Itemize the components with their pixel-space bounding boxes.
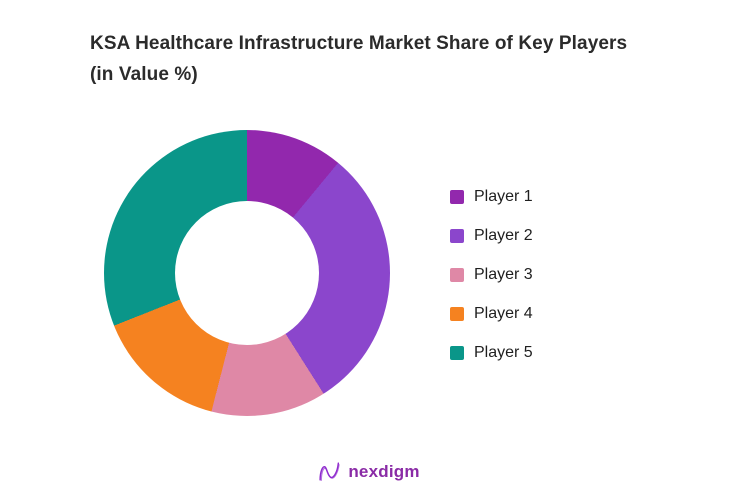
- donut-hole: [175, 201, 319, 345]
- brand-footer: nexdigm: [0, 459, 737, 484]
- legend-item-player-4: Player 4: [450, 303, 533, 324]
- legend-swatch-player-4: [450, 306, 464, 321]
- legend-swatch-player-3: [450, 267, 464, 282]
- legend-swatch-player-2: [450, 228, 464, 243]
- legend-item-player-1: Player 1: [450, 186, 533, 207]
- legend-swatch-player-1: [450, 189, 464, 204]
- legend-swatch-player-5: [450, 345, 464, 360]
- legend-item-player-5: Player 5: [450, 342, 533, 363]
- legend-label-player-4: Player 4: [474, 304, 533, 322]
- chart-title: KSA Healthcare Infrastructure Market Sha…: [90, 33, 628, 85]
- legend-item-player-3: Player 3: [450, 264, 533, 285]
- legend-label-player-3: Player 3: [474, 265, 533, 283]
- legend-label-player-5: Player 5: [474, 343, 533, 361]
- legend-label-player-2: Player 2: [474, 226, 533, 244]
- nexdigm-logo-icon: [319, 462, 340, 481]
- brand-name: nexdigm: [348, 461, 420, 481]
- donut-chart: [104, 130, 390, 416]
- legend: Player 1 Player 2 Player 3 Player 4 Play…: [450, 186, 533, 381]
- legend-label-player-1: Player 1: [474, 187, 533, 205]
- legend-item-player-2: Player 2: [450, 225, 533, 246]
